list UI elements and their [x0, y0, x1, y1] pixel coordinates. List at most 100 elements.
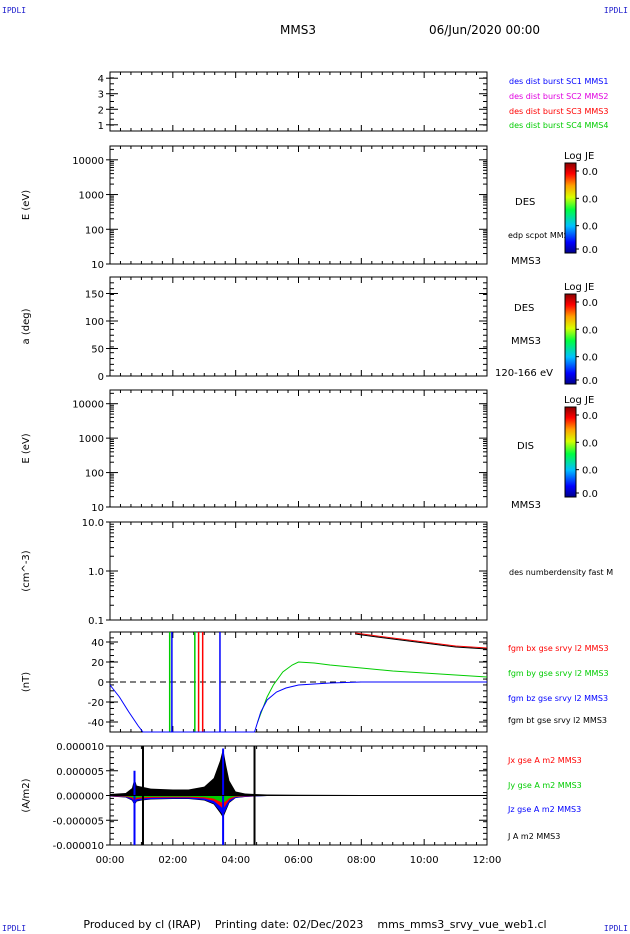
des-pitch-colorbar-tick-label: 0.0 — [582, 325, 598, 336]
des-pitch-ytick-label: 150 — [85, 290, 104, 301]
density-panel-frame — [109, 521, 488, 621]
bfield-series-legend: fgm bt gse srvy l2 MMS3 — [508, 716, 607, 725]
des-energy-colorbar-tick-label: 0.0 — [582, 194, 598, 205]
burst-legend-entry: des dist burst SC2 MMS2 — [509, 92, 608, 101]
burst-ytick-label: 3 — [98, 90, 104, 101]
dis-energy-ytick-label: 1000 — [79, 434, 104, 445]
des-pitch-colorbar-tick-label: 0.0 — [582, 376, 598, 387]
current-ytick-label: -0.000010 — [53, 841, 104, 852]
des-energy-colorbar-tick-label: 0.0 — [582, 222, 598, 233]
current-series-legend: Jy gse A m2 MMS3 — [507, 781, 582, 790]
date-title: 06/Jun/2020 00:00 — [429, 23, 541, 37]
dis-energy-colorbar — [564, 406, 577, 498]
current-jy-envelope — [110, 795, 487, 804]
dis-energy-colorbar-tick-label: 0.0 — [582, 438, 598, 449]
des-energy-ytick-label: 10 — [91, 260, 104, 271]
des-energy-ytick-label: 10000 — [72, 156, 104, 167]
des-pitch-side-label: 120-166 eV — [495, 368, 553, 379]
des-pitch-y-axis-label: a (deg) — [21, 308, 32, 344]
time-axis-tick-label: 10:00 — [410, 855, 439, 866]
current-ytick-label: 0.000005 — [56, 767, 104, 778]
footer: Produced by cl (IRAP) Printing date: 02/… — [0, 918, 630, 931]
bfield-ytick-label: 20 — [91, 658, 104, 669]
current-total-envelope — [110, 748, 487, 818]
dis-energy-colorbar-tick-label: 0.0 — [582, 466, 598, 477]
des-energy-ytick-label: 100 — [85, 225, 104, 236]
dis-energy-colorbar-tick-label: 0.0 — [582, 489, 598, 500]
corner-mark-top-right: IPDLI — [603, 6, 628, 15]
burst-ytick-label: 4 — [98, 74, 104, 85]
dis-energy-side-label: MMS3 — [511, 500, 541, 511]
dis-energy-colorbar-title: Log JE — [564, 395, 594, 406]
burst-panel-frame — [109, 71, 488, 132]
des-energy-side-label: edp scpot MMS3 — [508, 231, 574, 240]
corner-mark-bottom-right: IPDLI — [603, 924, 628, 933]
burst-legend-entry: des dist burst SC3 MMS3 — [509, 107, 608, 116]
bfield-ytick-label: -20 — [88, 698, 104, 709]
des-pitch-ytick-label: 0 — [98, 372, 104, 383]
des-pitch-side-label: MMS3 — [511, 336, 541, 347]
dis-energy-side-label: DIS — [517, 441, 534, 452]
dis-energy-ytick-label: 100 — [85, 469, 104, 480]
burst-ytick-label: 2 — [98, 105, 104, 116]
density-ytick-label: 0.1 — [88, 616, 104, 627]
corner-mark-bottom-left: IPDLI — [2, 924, 27, 933]
spacecraft-title: MMS3 — [280, 23, 316, 37]
current-y-axis-label: (A/m2) — [21, 778, 32, 812]
burst-legend-entry: des dist burst SC4 MMS4 — [509, 121, 608, 130]
current-series-legend: J A m2 MMS3 — [507, 832, 560, 841]
current-ytick-label: 0.000000 — [56, 792, 104, 803]
des-pitch-ytick-label: 50 — [91, 345, 104, 356]
bfield-series-legend: fgm by gse srvy l2 MMS3 — [508, 669, 609, 678]
des-pitch-side-label: DES — [514, 303, 534, 314]
burst-ytick-label: 1 — [98, 121, 104, 132]
dis-energy-panel-frame — [109, 389, 488, 508]
bfield-bt-trace — [354, 633, 488, 650]
current-ytick-label: 0.000010 — [56, 742, 104, 753]
time-axis-tick-label: 06:00 — [284, 855, 313, 866]
des-pitch-colorbar — [564, 293, 577, 385]
current-series-legend: Jx gse A m2 MMS3 — [507, 756, 582, 765]
des-energy-y-axis-label: E (eV) — [21, 190, 32, 220]
dis-energy-y-axis-label: E (eV) — [21, 433, 32, 463]
current-jz-envelope — [110, 795, 487, 816]
bfield-ytick-label: 0 — [98, 678, 104, 689]
des-pitch-colorbar-title: Log JE — [564, 282, 594, 293]
burst-legend-entry: des dist burst SC1 MMS1 — [509, 77, 608, 86]
bfield-series-legend: fgm bx gse srvy l2 MMS3 — [508, 644, 609, 653]
des-energy-colorbar-title: Log JE — [564, 151, 594, 162]
corner-mark-top-left: IPDLI — [2, 6, 27, 15]
current-series-legend: Jz gse A m2 MMS3 — [507, 805, 581, 814]
des-energy-side-label: DES — [515, 197, 535, 208]
des-pitch-colorbar-tick-label: 0.0 — [582, 353, 598, 364]
des-energy-panel-frame — [109, 145, 488, 265]
dis-energy-ytick-label: 10000 — [72, 400, 104, 411]
current-ytick-label: -0.000005 — [53, 816, 104, 827]
dis-energy-colorbar-tick-label: 0.0 — [582, 411, 598, 422]
des-energy-colorbar-tick-label: 0.0 — [582, 245, 598, 256]
bfield-ytick-label: 40 — [91, 638, 104, 649]
density-ytick-label: 10.0 — [82, 518, 104, 529]
time-axis-tick-label: 12:00 — [473, 855, 502, 866]
time-axis-tick-label: 00:00 — [96, 855, 125, 866]
bfield-ytick-label: -40 — [88, 718, 104, 729]
density-y-axis-label: (cm^-3) — [21, 550, 32, 591]
footer-file-name: mms_mms3_srvy_vue_web1.cl — [377, 918, 547, 931]
bfield-series-legend: fgm bz gse srvy l2 MMS3 — [508, 694, 608, 703]
bfield-series-line — [257, 661, 488, 723]
time-axis-tick-label: 04:00 — [221, 855, 250, 866]
time-axis-tick-label: 02:00 — [158, 855, 187, 866]
bfield-series-line — [109, 681, 487, 733]
des-energy-colorbar-tick-label: 0.0 — [582, 167, 598, 178]
density-side-label: des numberdensity fast M — [509, 568, 613, 577]
footer-printing-date: Printing date: 02/Dec/2023 — [214, 918, 364, 931]
current-jx-envelope — [110, 795, 487, 809]
bfield-y-axis-label: (nT) — [21, 672, 32, 692]
des-pitch-panel-frame — [109, 276, 488, 377]
time-axis-tick-label: 08:00 — [347, 855, 376, 866]
bfield-series-line — [354, 632, 488, 649]
stacked-plot-area: 4 3 2 1 des dist burst SC1 MMS1 des dist burs… — [21, 71, 613, 866]
des-energy-ytick-label: 1000 — [79, 191, 104, 202]
des-pitch-colorbar-tick-label: 0.0 — [582, 298, 598, 309]
